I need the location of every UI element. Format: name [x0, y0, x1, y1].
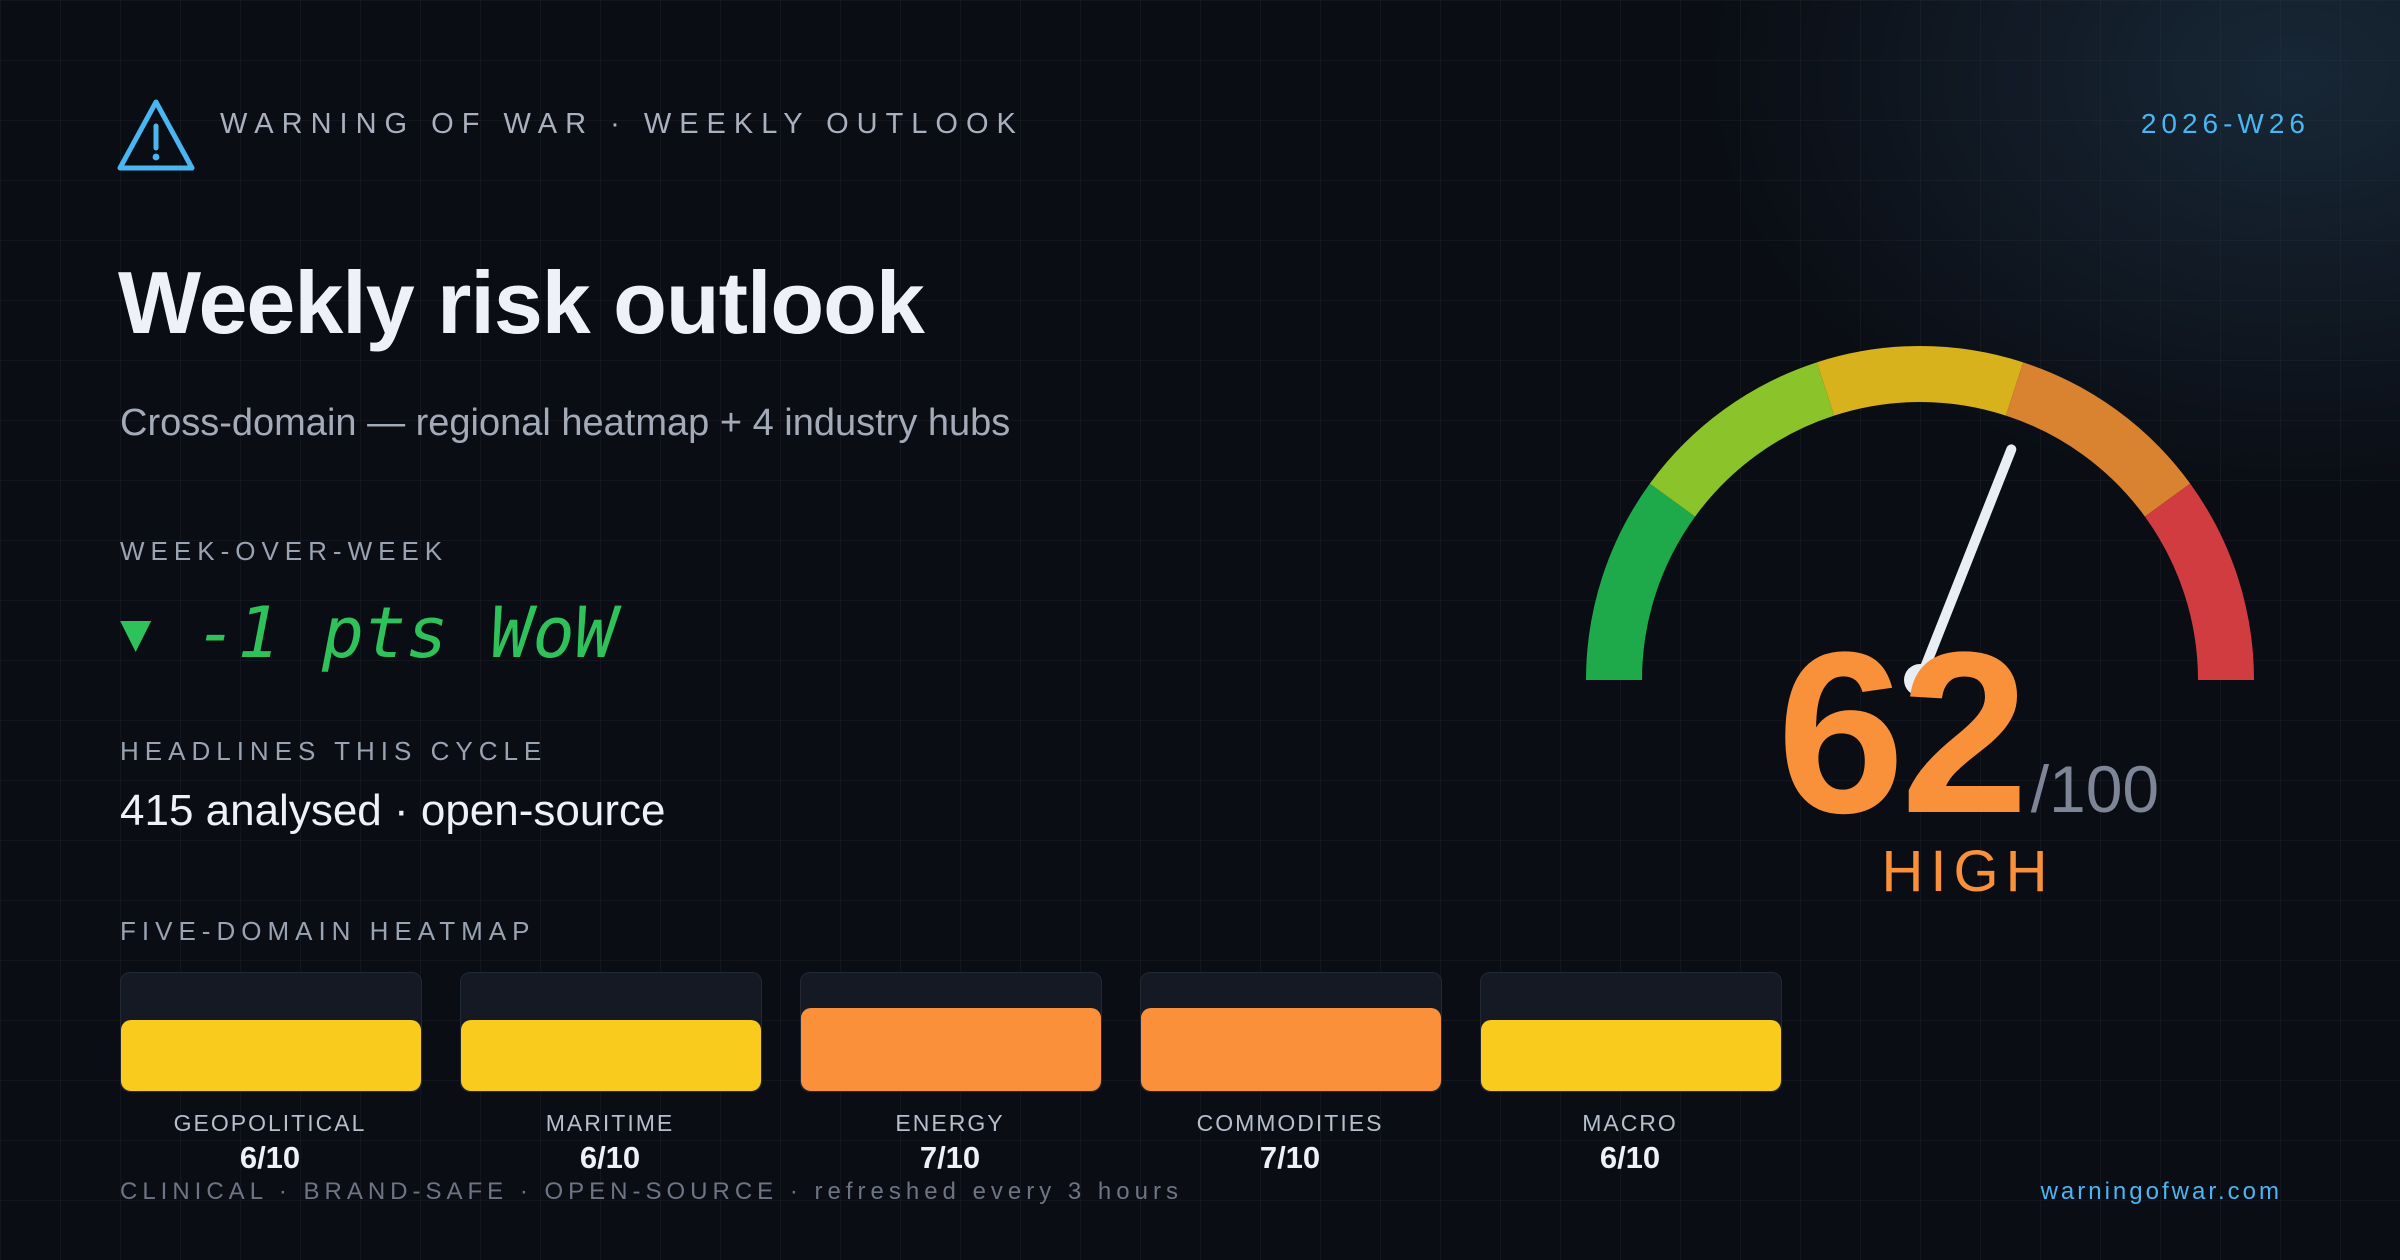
heatmap-domain-name: MACRO — [1582, 1110, 1678, 1136]
gauge-band — [2144, 483, 2254, 681]
risk-level: HIGH — [1881, 839, 2055, 904]
page-subtitle: Cross-domain — regional heatmap + 4 indu… — [120, 402, 1011, 444]
gauge-band — [2005, 362, 2191, 517]
week-identifier: 2026-W26 — [2140, 108, 2310, 139]
page-title: Weekly risk outlook — [118, 253, 925, 352]
heatmap-label: FIVE-DOMAIN HEATMAP — [120, 916, 536, 946]
heatmap-fill — [801, 1008, 1101, 1091]
wow-change: ▼ -1 pts WoW — [120, 592, 617, 674]
warning-triangle-icon — [117, 99, 195, 171]
wow-label: WEEK-OVER-WEEK — [120, 536, 449, 566]
heatmap-fill — [1481, 1020, 1781, 1091]
heatmap-domain-score: 6/10 — [239, 1140, 301, 1175]
footer-tagline: CLINICAL · BRAND-SAFE · OPEN-SOURCE · re… — [120, 1178, 1183, 1205]
heatmap-fill — [461, 1020, 761, 1091]
heatmap-bar-maritime — [460, 972, 762, 1092]
heatmap-domain-name: MARITIME — [545, 1110, 675, 1136]
heatmap-domain-score: 6/10 — [1599, 1140, 1661, 1175]
heatmap-fill — [121, 1020, 421, 1091]
brand-title: WARNING OF WAR · WEEKLY OUTLOOK — [220, 108, 1024, 140]
heatmap-bar-commodities — [1140, 972, 1442, 1092]
heatmap-fill — [1141, 1008, 1441, 1091]
heatmap-bar-macro — [1480, 972, 1782, 1092]
gauge-needle — [1915, 444, 2017, 685]
risk-score-max: /100 — [2030, 752, 2160, 826]
heatmap-bar-geopolitical — [120, 972, 422, 1092]
heatmap-domain-name: ENERGY — [895, 1110, 1005, 1136]
risk-gauge — [1586, 346, 2254, 696]
headlines-label: HEADLINES THIS CYCLE — [120, 736, 548, 766]
risk-score: 62 /100 — [1728, 618, 2208, 848]
heatmap-bar-energy — [800, 972, 1102, 1092]
heatmap-domain-name: COMMODITIES — [1196, 1110, 1384, 1136]
heatmap-domain-name: GEOPOLITICAL — [173, 1110, 367, 1136]
heatmap-domain-score: 7/10 — [1259, 1140, 1321, 1175]
site-link[interactable]: warningofwar.com — [2040, 1178, 2282, 1205]
gauge-hub — [1904, 664, 1936, 696]
heatmap-domain-score: 6/10 — [579, 1140, 641, 1175]
heatmap-domain-score: 7/10 — [919, 1140, 981, 1175]
wow-value: -1 pts WoW — [195, 592, 617, 674]
down-arrow-icon: ▼ — [120, 603, 152, 663]
risk-score-value: 62 — [1776, 604, 2029, 861]
gauge-band — [1816, 346, 2024, 416]
headlines-value: 415 analysed · open-source — [120, 786, 666, 835]
gauge-band — [1649, 362, 1835, 517]
gauge-band — [1586, 483, 1696, 681]
